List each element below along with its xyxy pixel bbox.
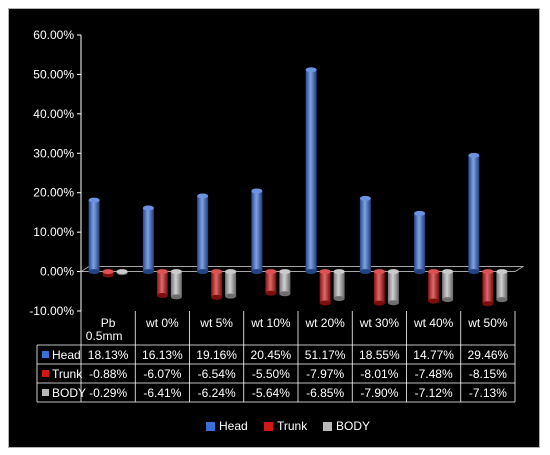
bar-body-0	[116, 269, 128, 276]
bar-head-7	[468, 152, 480, 275]
legend-label: Trunk	[277, 419, 308, 433]
table-cell: -8.15%	[469, 367, 507, 381]
bar-trunk-4	[319, 269, 331, 306]
table-series-label: BODY	[52, 386, 86, 400]
bar-body-4	[333, 269, 345, 302]
table-legend-key	[42, 351, 49, 358]
table-cell: -0.29%	[89, 386, 127, 400]
category-label: Pb 0.5mm	[86, 316, 123, 343]
table-cell: -6.41%	[143, 386, 181, 400]
bar-body-6	[442, 269, 454, 303]
table-cell: -7.48%	[415, 367, 453, 381]
y-tick-label: 50.00%	[33, 67, 74, 81]
bar-trunk-5	[373, 269, 385, 306]
table-cell: 29.46%	[468, 348, 509, 362]
bar-trunk-6	[428, 269, 440, 304]
bar-chart: -10.00% 0.00% 10.00% 20.00% 30.00% 40.00% 50.0…	[29, 28, 525, 433]
table-cell: -7.90%	[360, 386, 398, 400]
table-cell: -6.24%	[198, 386, 236, 400]
category-label: wt 50%	[467, 316, 508, 330]
y-tick-label: -10.00%	[29, 304, 74, 318]
category-label: wt 40%	[413, 316, 454, 330]
bar-trunk-3	[265, 269, 277, 296]
table-cell: -5.64%	[252, 386, 290, 400]
table-cell: -6.07%	[143, 367, 181, 381]
table-series-label: Trunk	[52, 367, 83, 381]
bar-trunk-2	[211, 269, 223, 300]
legend-swatch	[206, 422, 215, 431]
table-cell: -8.01%	[360, 367, 398, 381]
y-tick-label: 10.00%	[33, 225, 74, 239]
legend: Head Trunk BODY	[206, 419, 370, 433]
bar-head-5	[359, 195, 371, 275]
table-cell: 18.13%	[88, 348, 129, 362]
table-cell: 51.17%	[305, 348, 346, 362]
bar-head-3	[251, 188, 263, 275]
table-cell: -7.13%	[469, 386, 507, 400]
category-label: wt 10%	[250, 316, 291, 330]
bar-head-2	[197, 193, 209, 275]
table-cell: -6.54%	[198, 367, 236, 381]
table-legend-key	[42, 370, 49, 377]
table-cell: -7.12%	[415, 386, 453, 400]
data-table: Pb 0.5mm wt 0% wt 5% wt 10% wt 20% wt 30% wt 40…	[36, 311, 516, 403]
table-cell: 18.55%	[359, 348, 400, 362]
bar-trunk-0	[102, 269, 114, 278]
bar-head-1	[142, 205, 154, 275]
bar-trunk-7	[482, 269, 494, 307]
bar-body-7	[496, 269, 508, 303]
table-cell: -0.88%	[89, 367, 127, 381]
y-tick-label: 60.00%	[33, 28, 74, 42]
y-tick-label: 40.00%	[33, 107, 74, 121]
table-cell: 14.77%	[413, 348, 454, 362]
table-cell: -6.85%	[306, 386, 344, 400]
bar-body-1	[170, 269, 182, 300]
y-tick-label: 0.00%	[40, 265, 74, 279]
bar-head-6	[414, 210, 426, 275]
legend-swatch	[323, 422, 332, 431]
bar-body-3	[279, 269, 291, 297]
category-label: wt 20%	[304, 316, 345, 330]
table-cell: 16.13%	[142, 348, 183, 362]
bar-trunk-1	[156, 269, 168, 299]
table-cell: -5.50%	[252, 367, 290, 381]
legend-label: Head	[219, 419, 248, 433]
category-label: wt 0%	[145, 316, 179, 330]
table-cell: -7.97%	[306, 367, 344, 381]
bar-body-2	[225, 269, 237, 299]
bar-head-0	[88, 197, 100, 275]
table-cell: 19.16%	[196, 348, 237, 362]
legend-label: BODY	[336, 419, 370, 433]
bar-body-5	[387, 269, 399, 306]
bar-head-4	[305, 67, 317, 275]
y-tick-label: 20.00%	[33, 186, 74, 200]
table-series-label: Head	[52, 348, 81, 362]
bars	[88, 67, 508, 307]
y-axis: -10.00% 0.00% 10.00% 20.00% 30.00% 40.00% 50.0…	[29, 28, 525, 318]
table-legend-key	[42, 389, 49, 396]
table-cell: 20.45%	[251, 348, 292, 362]
category-label: wt 5%	[199, 316, 233, 330]
legend-swatch	[264, 422, 273, 431]
y-tick-label: 30.00%	[33, 146, 74, 160]
chart-frame: -10.00% 0.00% 10.00% 20.00% 30.00% 40.00% 50.0…	[8, 8, 540, 448]
category-label: wt 30%	[359, 316, 400, 330]
